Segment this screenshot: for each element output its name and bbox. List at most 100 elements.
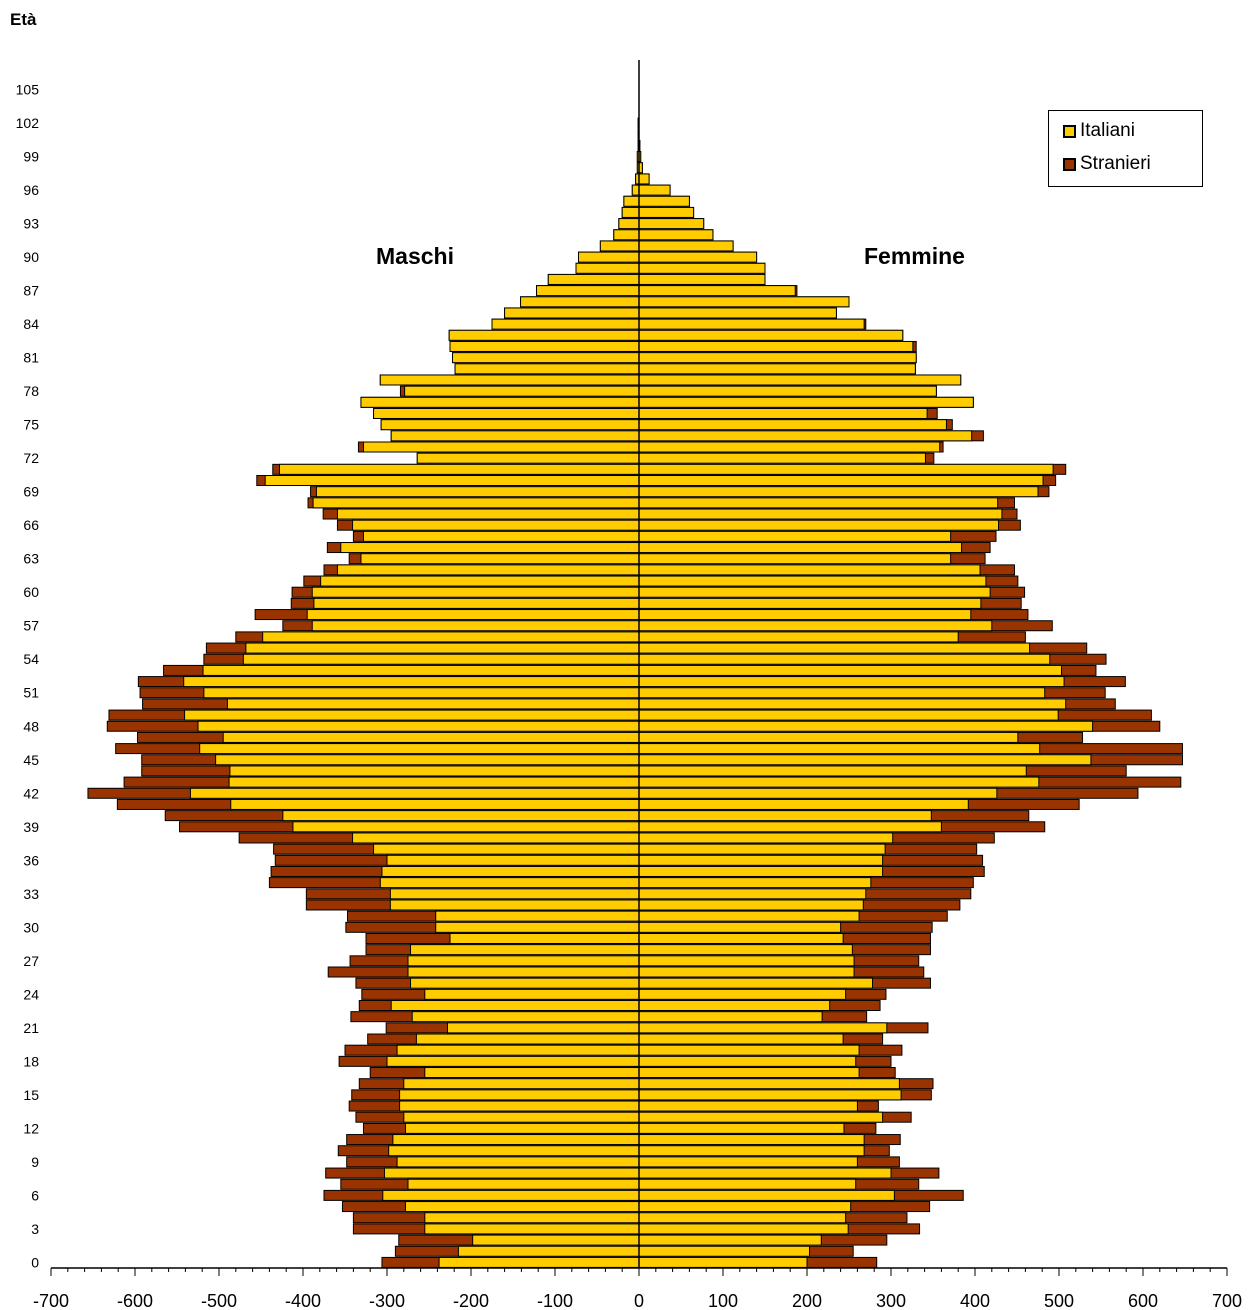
y-tick-label: 18 xyxy=(23,1053,39,1069)
bar-italiani-femmine xyxy=(638,810,932,822)
bar-italiani-maschi xyxy=(311,586,640,598)
bar-italiani-maschi xyxy=(386,1055,640,1067)
bar-italiani-femmine xyxy=(638,988,847,1000)
bar-italiani-maschi xyxy=(396,1156,640,1168)
bar-italiani-femmine xyxy=(638,966,855,978)
bar-italiani-femmine xyxy=(638,1067,860,1079)
bar-italiani-maschi xyxy=(504,307,640,319)
bar-italiani-femmine xyxy=(638,530,952,542)
y-tick-label: 33 xyxy=(23,886,39,902)
y-tick-label: 81 xyxy=(23,350,39,366)
x-tick-label: -700 xyxy=(33,1291,69,1310)
bar-italiani-femmine xyxy=(638,1178,857,1190)
bar-italiani-femmine xyxy=(638,318,865,330)
y-tick-label: 21 xyxy=(23,1020,39,1036)
x-tick-label: -200 xyxy=(453,1291,489,1310)
y-tick-label: 51 xyxy=(23,685,39,701)
bar-italiani-femmine xyxy=(638,240,734,252)
bar-italiani-maschi xyxy=(245,642,640,654)
bar-italiani-femmine xyxy=(638,262,766,274)
x-tick-label: -100 xyxy=(537,1291,573,1310)
bar-italiani-maschi xyxy=(446,1022,640,1034)
bar-italiani-maschi xyxy=(373,843,640,855)
y-tick-label: 84 xyxy=(23,316,39,332)
bar-italiani-maschi xyxy=(352,832,640,844)
y-tick-label: 30 xyxy=(23,919,39,935)
bar-italiani-femmine xyxy=(638,396,974,408)
bar-italiani-maschi xyxy=(311,620,640,632)
bar-italiani-maschi xyxy=(407,1178,640,1190)
bar-italiani-maschi xyxy=(399,1100,640,1112)
bar-italiani-maschi xyxy=(448,329,640,341)
bar-italiani-maschi xyxy=(449,932,640,944)
y-tick-label: 78 xyxy=(23,383,39,399)
x-tick-label: -500 xyxy=(201,1291,237,1310)
bar-italiani-maschi xyxy=(312,497,640,509)
bar-italiani-femmine xyxy=(638,1145,865,1157)
bar-italiani-maschi xyxy=(230,798,640,810)
bar-italiani-maschi xyxy=(229,765,640,777)
y-axis-title: Età xyxy=(10,10,37,29)
x-tick-label: 700 xyxy=(1212,1291,1242,1310)
bar-italiani-femmine xyxy=(638,877,872,889)
bar-italiani-maschi xyxy=(202,664,640,676)
bar-italiani-maschi xyxy=(578,251,640,263)
bar-italiani-maschi xyxy=(373,407,640,419)
bar-italiani-maschi xyxy=(242,653,640,665)
bar-italiani-maschi xyxy=(228,776,640,788)
bar-italiani-maschi xyxy=(379,877,640,889)
x-tick-label: 200 xyxy=(792,1291,822,1310)
bar-italiani-maschi xyxy=(282,810,640,822)
y-tick-label: 60 xyxy=(23,584,39,600)
bar-italiani-femmine xyxy=(638,821,942,833)
y-tick-label: 9 xyxy=(31,1154,39,1170)
bar-italiani-maschi xyxy=(362,441,640,453)
bar-italiani-maschi xyxy=(613,229,640,241)
bar-italiani-femmine xyxy=(638,631,959,643)
bar-italiani-maschi xyxy=(222,731,640,743)
bar-italiani-femmine xyxy=(638,1156,858,1168)
bar-italiani-femmine xyxy=(638,1234,822,1246)
bar-italiani-femmine xyxy=(638,1122,845,1134)
y-tick-label: 102 xyxy=(16,115,40,131)
bar-italiani-maschi xyxy=(203,687,640,699)
y-tick-label: 39 xyxy=(23,819,39,835)
bar-italiani-maschi xyxy=(424,1212,640,1224)
bar-italiani-maschi xyxy=(407,955,640,967)
legend-swatch-italiani xyxy=(1063,124,1076,138)
bar-italiani-maschi xyxy=(454,363,640,375)
bar-italiani-maschi xyxy=(411,1011,640,1023)
bar-italiani-femmine xyxy=(638,497,999,509)
x-tick-label: 500 xyxy=(1044,1291,1074,1310)
bar-italiani-femmine xyxy=(638,173,650,185)
females-label: Femmine xyxy=(864,243,965,269)
bar-italiani-femmine xyxy=(638,620,993,632)
bar-italiani-femmine xyxy=(638,218,705,230)
bar-italiani-femmine xyxy=(638,843,886,855)
bar-italiani-maschi xyxy=(472,1234,640,1246)
x-tick-label: 600 xyxy=(1128,1291,1158,1310)
bar-italiani-maschi xyxy=(292,821,640,833)
bar-italiani-maschi xyxy=(264,475,640,487)
bar-italiani-femmine xyxy=(638,363,916,375)
bar-italiani-femmine xyxy=(638,586,991,598)
bar-italiani-femmine xyxy=(638,1011,823,1023)
bar-italiani-femmine xyxy=(638,642,1031,654)
bar-italiani-maschi xyxy=(383,1167,640,1179)
bar-italiani-maschi xyxy=(599,240,640,252)
bar-italiani-maschi xyxy=(424,988,640,1000)
bar-italiani-femmine xyxy=(638,1044,860,1056)
bar-italiani-maschi xyxy=(379,374,640,386)
y-tick-label: 69 xyxy=(23,484,39,500)
bar-italiani-femmine xyxy=(638,486,1039,498)
bar-italiani-maschi xyxy=(404,385,640,397)
bar-italiani-maschi xyxy=(403,1111,640,1123)
bar-italiani-femmine xyxy=(638,564,981,576)
bar-italiani-femmine xyxy=(638,798,969,810)
bar-italiani-femmine xyxy=(638,865,884,877)
legend-swatch-stranieri xyxy=(1063,157,1076,171)
bar-italiani-femmine xyxy=(638,1167,892,1179)
y-tick-label: 54 xyxy=(23,651,39,667)
legend: Italiani Stranieri xyxy=(1048,110,1203,187)
